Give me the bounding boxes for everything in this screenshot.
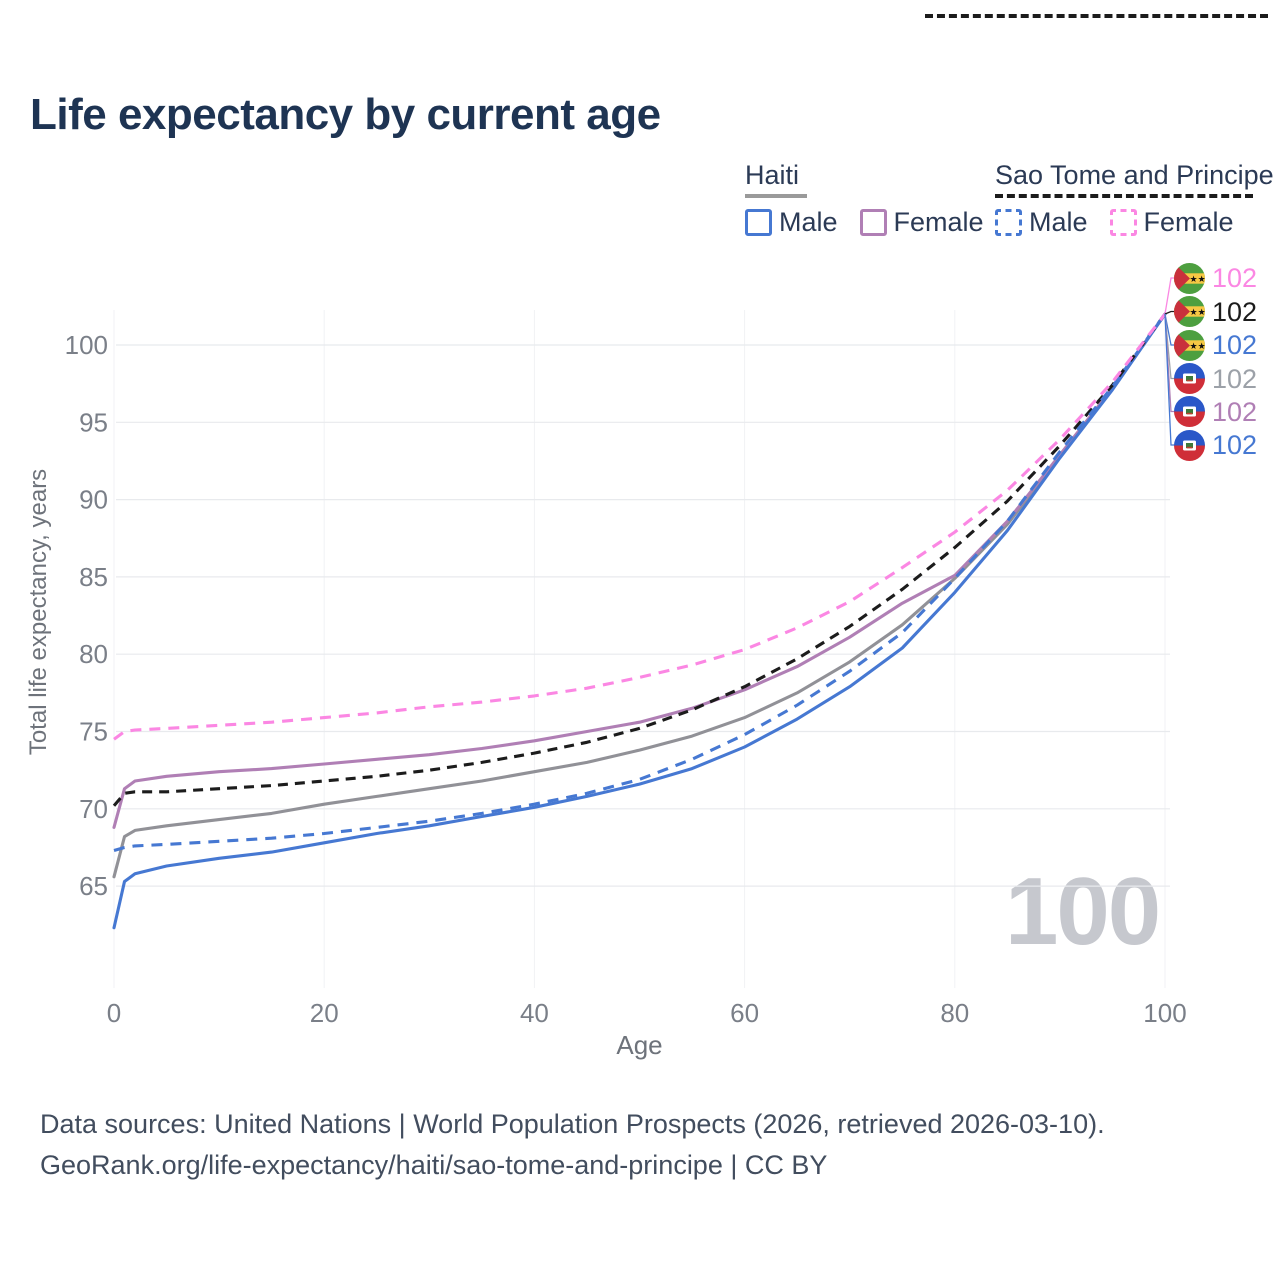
y-axis-title: Total life expectancy, years [25, 469, 52, 755]
series-line-sao-tome-and-principe-male[interactable] [113, 313, 1167, 852]
series-line-sao-tome-and-principe-female[interactable] [113, 313, 1167, 741]
y-axis-tick-label: 70 [79, 794, 108, 824]
page-title: Life expectancy by current age [30, 90, 661, 139]
legend-swatch-haiti-female[interactable] [859, 209, 887, 236]
legend-swatch-haiti-male[interactable] [745, 209, 772, 236]
legend-label-haiti-male[interactable]: Male [779, 207, 838, 237]
x-axis-tick-label: 20 [310, 998, 339, 1028]
footer-attribution: GeoRank.org/life-expectancy/haiti/sao-to… [40, 1150, 828, 1180]
legend-label-sao-tome-female[interactable]: Female [1143, 207, 1234, 237]
legend-label-haiti-female[interactable]: Female [893, 207, 984, 237]
y-axis-tick-label: 95 [79, 407, 108, 437]
footer-data-sources: Data sources: United Nations | World Pop… [40, 1109, 1105, 1139]
x-axis-tick-label: 100 [1143, 998, 1186, 1028]
legend-group-sao-tome-title: Sao Tome and Principe [995, 160, 1274, 190]
x-axis-tick-label: 40 [520, 998, 549, 1028]
legend-swatch-sao-tome-female[interactable] [1109, 209, 1137, 236]
y-axis-tick-label: 75 [79, 717, 108, 747]
legend-swatch-sao-tome-male[interactable] [995, 209, 1022, 236]
y-axis-tick-label: 90 [79, 485, 108, 515]
series-line-haiti-male[interactable] [112, 312, 1167, 930]
series-line-sao-tome-and-principe[interactable] [112, 313, 1167, 807]
legend-haiti-line-swatch [745, 194, 807, 198]
top-dashed-rule [925, 14, 1268, 18]
series-line-haiti[interactable] [112, 312, 1167, 879]
x-axis-tick-label: 80 [940, 998, 969, 1028]
y-axis-tick-label: 65 [79, 871, 108, 901]
y-axis-tick-label: 80 [79, 639, 108, 669]
y-axis-tick-label: 85 [79, 562, 108, 592]
legend-label-sao-tome-male[interactable]: Male [1029, 207, 1088, 237]
legend-group-sao-tome: Sao Tome and Principe Male Female [995, 160, 1274, 238]
x-axis-tick-label: 60 [730, 998, 759, 1028]
end-label-connector [1164, 310, 1177, 315]
x-axis-title: Age [616, 1030, 662, 1060]
legend-sao-tome-line-swatch [995, 194, 1253, 198]
age-counter-watermark: 100 [1005, 858, 1161, 965]
legend-group-haiti: Haiti Male Female [745, 160, 984, 238]
y-axis-tick-label: 100 [65, 330, 108, 360]
end-label-connector [1164, 277, 1177, 315]
legend-group-haiti-title: Haiti [745, 160, 800, 190]
footer: Data sources: United Nations | World Pop… [40, 1104, 1105, 1186]
x-axis-tick-label: 0 [107, 998, 121, 1028]
